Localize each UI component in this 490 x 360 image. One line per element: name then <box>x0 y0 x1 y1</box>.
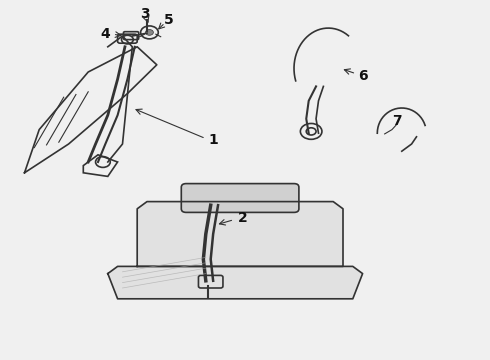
Circle shape <box>146 30 153 35</box>
Text: 5: 5 <box>164 13 174 27</box>
Text: 1: 1 <box>208 134 218 147</box>
Polygon shape <box>108 266 363 299</box>
Text: 2: 2 <box>238 211 247 225</box>
Polygon shape <box>137 202 343 266</box>
Text: 3: 3 <box>140 8 149 21</box>
FancyBboxPatch shape <box>181 184 299 212</box>
Text: 7: 7 <box>392 114 402 127</box>
Text: 6: 6 <box>358 69 368 82</box>
Text: 4: 4 <box>100 27 110 41</box>
